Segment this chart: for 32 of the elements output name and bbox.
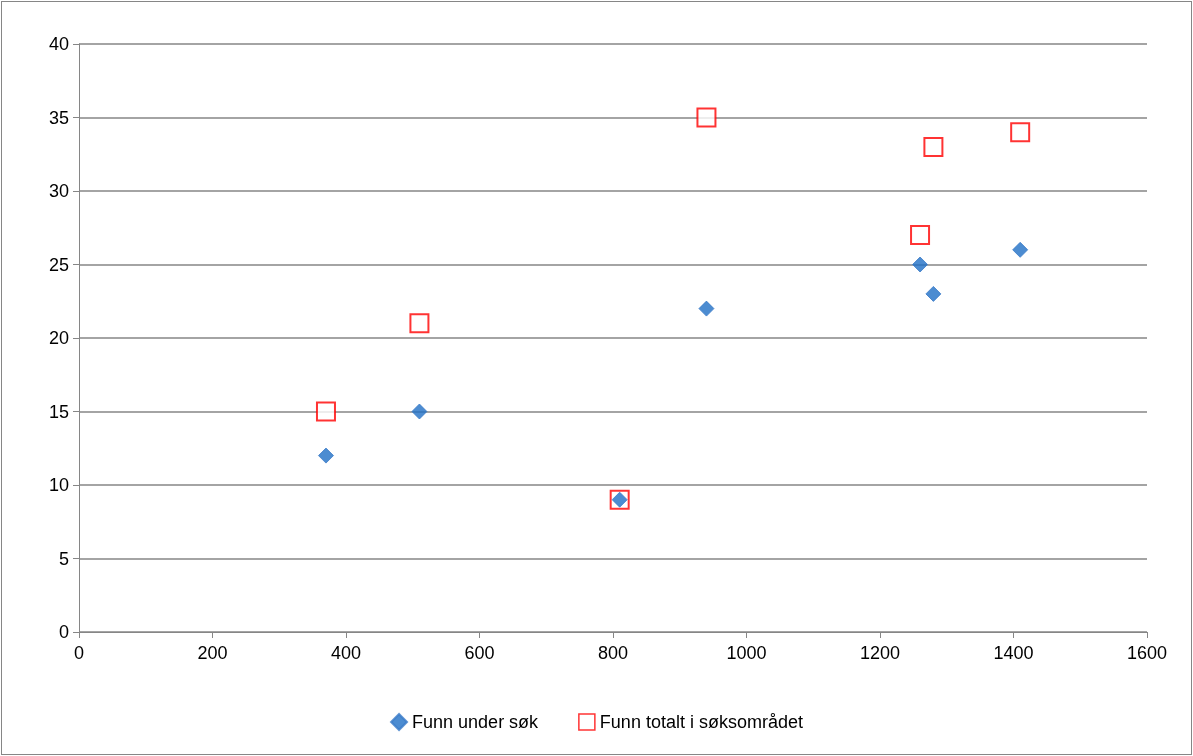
point [696, 107, 717, 128]
legend-label: Funn under søk [412, 712, 540, 732]
y-tick-label: 20 [48, 328, 69, 348]
y-tick-label: 15 [48, 401, 69, 422]
x-tick-label: 0 [73, 643, 85, 663]
x-tick-label: 800 [597, 643, 629, 663]
x-tick-label: 1400 [993, 643, 1034, 663]
x-tick-label: 200 [197, 643, 228, 663]
point [315, 401, 336, 422]
x-tick-label: 1000 [726, 643, 767, 663]
point [411, 403, 428, 420]
y-tick-label: 0 [58, 622, 69, 642]
x-tick-label: 600 [464, 643, 495, 663]
point [925, 285, 942, 302]
x-tick-label: 1200 [859, 643, 901, 663]
point [910, 225, 931, 246]
y-tick-label: 40 [48, 34, 69, 54]
y-tick-label: 30 [48, 181, 69, 201]
y-tick-label: 5 [58, 548, 69, 569]
point [698, 300, 715, 317]
y-tick-label: 10 [48, 475, 69, 495]
point [317, 447, 334, 464]
point [1012, 241, 1029, 258]
y-tick-label: 35 [48, 107, 69, 128]
y-tick-label: 25 [48, 254, 69, 275]
x-tick-label: 400 [330, 643, 362, 663]
legend-label: Funn totalt i søksområdet [599, 712, 803, 732]
point [923, 136, 944, 157]
x-tick-label: 1600 [1126, 643, 1168, 663]
point [912, 256, 929, 273]
point [409, 313, 430, 334]
point [1010, 122, 1031, 143]
